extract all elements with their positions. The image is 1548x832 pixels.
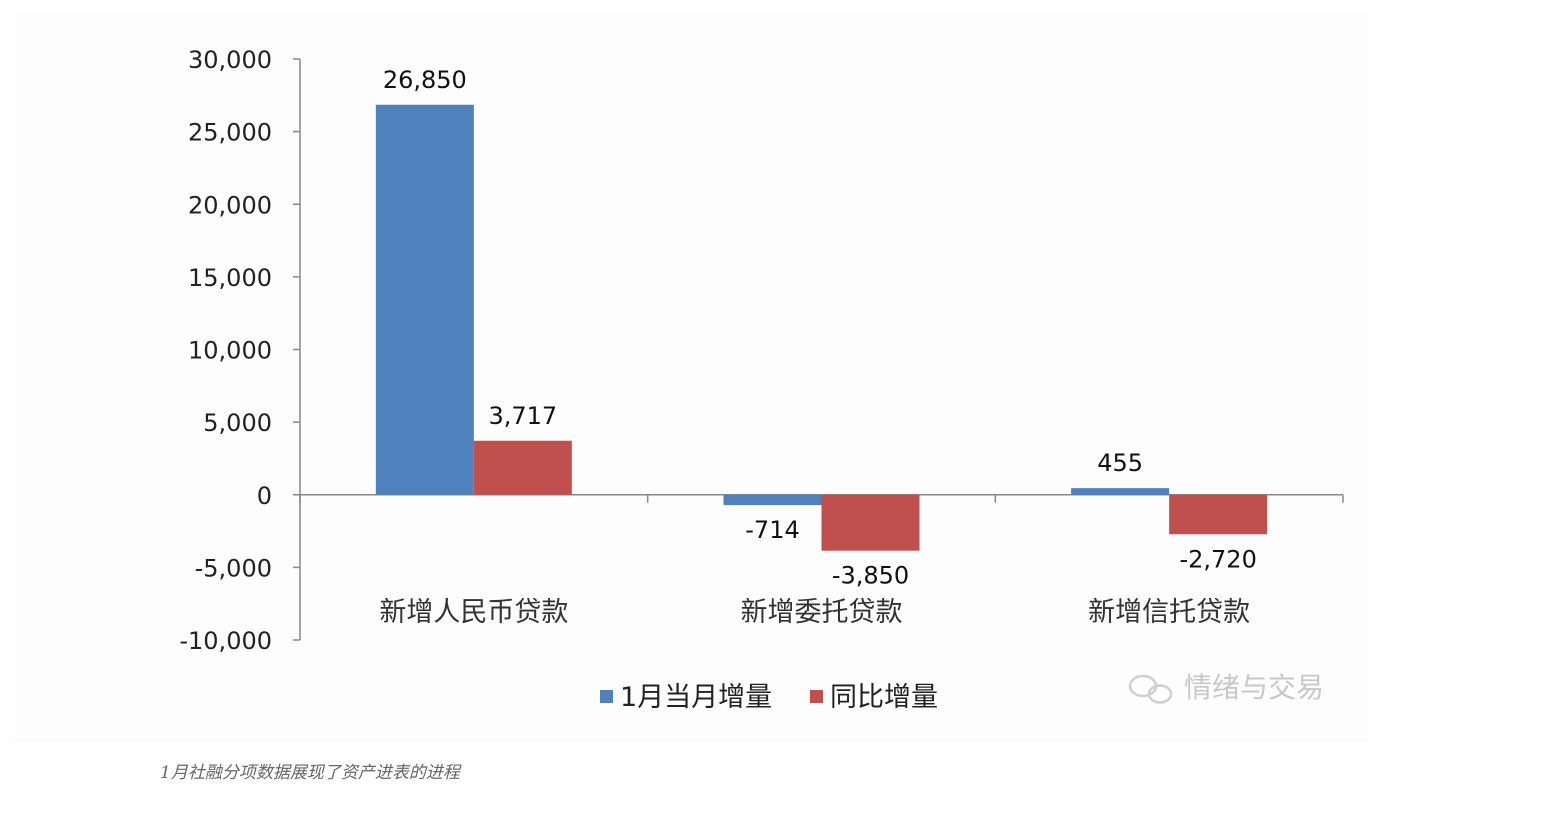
watermark-text: 情绪与交易 — [1184, 671, 1324, 704]
data-label: 455 — [1097, 449, 1143, 477]
bar — [473, 440, 572, 495]
y-tick-label: 25,000 — [188, 119, 272, 147]
legend-label: 同比增量 — [830, 682, 938, 713]
y-tick-label: -5,000 — [195, 554, 272, 582]
bar — [723, 494, 822, 506]
data-label: -2,720 — [1179, 545, 1256, 573]
legend-swatch — [600, 690, 613, 703]
y-tick-label: 0 — [257, 482, 272, 510]
chart-area — [12, 12, 1368, 742]
legend: 1月当月增量 同比增量 — [600, 682, 938, 713]
x-category-label: 新增人民币贷款 — [379, 597, 568, 628]
data-label: -3,850 — [832, 562, 909, 590]
bar — [375, 104, 474, 495]
x-category-label: 新增信托贷款 — [1088, 597, 1250, 628]
bar — [1169, 494, 1268, 535]
data-label: 26,850 — [383, 66, 467, 94]
watermark: 情绪与交易 — [1128, 671, 1324, 704]
y-tick-label: 30,000 — [188, 46, 272, 74]
bar — [821, 494, 920, 551]
y-tick-label: 15,000 — [188, 264, 272, 292]
y-tick-label: 5,000 — [203, 409, 272, 437]
bar — [1071, 488, 1170, 495]
data-label: -714 — [745, 516, 799, 544]
y-tick-label: -10,000 — [179, 627, 272, 655]
figure-caption: 1月社融分项数据展现了资产进表的进程 — [160, 763, 460, 783]
legend-swatch — [810, 690, 823, 703]
bars — [375, 104, 1268, 551]
data-label: 3,717 — [488, 402, 557, 430]
y-tick-label: 20,000 — [188, 191, 272, 219]
x-category-label: 新增委托贷款 — [741, 597, 903, 628]
legend-label: 1月当月增量 — [620, 682, 772, 713]
y-tick-label: 10,000 — [188, 337, 272, 365]
wechat-icon — [1128, 674, 1173, 704]
labels: 26,850 3,717 新增人民币贷款 -714 -3,850 新增委托贷款 455 -2,… — [379, 66, 1257, 628]
